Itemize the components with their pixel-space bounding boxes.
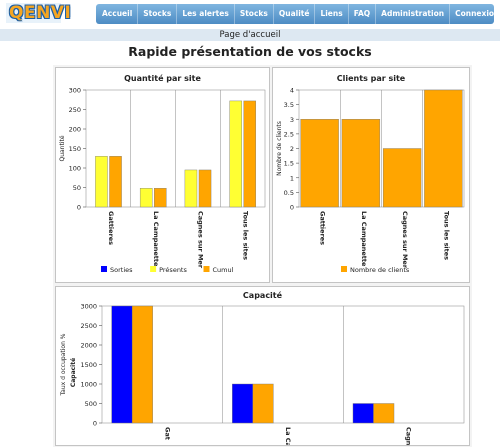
bar-pr-sents-1: [139, 188, 153, 208]
x-tick-label: Tous les sites: [442, 211, 450, 260]
bar-series-1-2: [373, 403, 395, 424]
chart-panel-capacite: Capacité 0 500 1000 1500 2000 2500 3000 Gat La Ca…: [55, 286, 470, 446]
chart-title: Clients par site: [337, 74, 406, 83]
chart-title: Quantité par site: [124, 73, 201, 83]
main-menu: Accueil Stocks Les alertes Stocks Qualit…: [96, 4, 499, 24]
y-tick-label: 3.5: [284, 101, 294, 109]
page-subtitle: Rapide présentation de vos stocks: [128, 44, 372, 59]
nav-qualite[interactable]: Qualité: [274, 4, 316, 24]
y-tick-label: 0: [77, 204, 81, 212]
y-tick-label: 1500: [80, 361, 97, 369]
y-tick-label: 100: [69, 165, 81, 173]
legend-label: Cumul: [213, 266, 234, 274]
bar-cumul-2: [198, 169, 212, 208]
bar-pr-sents-3: [229, 100, 242, 208]
bar-pr-sents-2: [184, 169, 198, 208]
chart-title: Capacité: [243, 290, 283, 300]
bar-cumul-1: [154, 188, 167, 208]
y-axis-label: Quantité: [59, 135, 66, 161]
y-tick-label: 50: [73, 184, 81, 192]
y-axis-label: Taux d occupation %: [60, 333, 67, 396]
bar-series-1-0: [131, 305, 153, 424]
y-tick-label: 150: [69, 145, 81, 153]
y-tick-label: 2500: [80, 322, 97, 330]
app-logo[interactable]: QENVI: [6, 3, 71, 23]
y-tick-label: 4: [290, 87, 294, 95]
y-tick-label: 1.5: [284, 160, 294, 168]
y-tick-label: 250: [69, 106, 81, 114]
bar-series-0-0: [111, 305, 133, 424]
y-tick-label: 2: [290, 145, 294, 153]
legend-swatch: [341, 266, 347, 272]
chart-svg-0: Quantité par site 0 50 100 150 200 250 300 Gatti…: [59, 73, 266, 274]
legend-swatch: [101, 266, 107, 272]
y-tick-label: 0: [290, 204, 294, 212]
chart-panel-clients: Clients par site 0 0.5 1 1.5 2 2.5 3 3.5 4 Gattier…: [272, 67, 470, 283]
x-tick-label: Gattieres: [107, 211, 115, 245]
x-tick-label: Tous les sites: [241, 211, 249, 260]
legend-label: Nombre de clients: [350, 266, 410, 274]
chart-svg-1: Clients par site 0 0.5 1 1.5 2 2.5 3 3.5 4 Gattier…: [276, 74, 465, 274]
bar-series-1-1: [252, 383, 274, 424]
y-tick-label: 1000: [80, 381, 97, 389]
y-tick-label: 1: [290, 174, 294, 182]
x-tick-label: La Campanette: [152, 211, 160, 267]
legend-label: Présents: [159, 266, 187, 274]
chart-svg-2: Capacité 0 500 1000 1500 2000 2500 3000 Gat La Ca…: [60, 290, 465, 445]
bar-series-0-1: [232, 383, 254, 424]
bar-nombre-de-clients-2: [382, 148, 422, 208]
plot-area: [101, 305, 465, 424]
nav-accueil[interactable]: Accueil: [96, 4, 139, 24]
nav-les-alertes[interactable]: Les alertes: [177, 4, 235, 24]
y-axis-label: Nombre de clients: [276, 121, 283, 176]
top-bar: QENVI Accueil Stocks Les alertes Stocks …: [0, 0, 500, 28]
page-label: Page d'accueil: [0, 29, 500, 41]
chart-panel-quantite: Quantité par site 0 50 100 150 200 250 300 Gatti…: [55, 67, 270, 283]
x-tick-label: Gattieres: [319, 211, 327, 245]
x-tick-label: La Car: [284, 427, 292, 445]
y-tick-label: 2000: [80, 342, 97, 350]
bar-cumul-0: [109, 156, 122, 208]
legend-label: Sorties: [110, 266, 133, 274]
legend-swatch: [150, 266, 157, 272]
x-tick-label: La Campanette: [360, 211, 368, 267]
y-tick-label: 3000: [80, 303, 97, 311]
x-tick-label: Cagnes sur Mer: [197, 211, 205, 269]
y-tick-label: 200: [69, 126, 81, 134]
nav-administration[interactable]: Administration: [376, 4, 451, 24]
bar-nombre-de-clients-3: [424, 89, 463, 208]
y-tick-label: 300: [69, 87, 81, 95]
legend-swatch: [203, 266, 210, 272]
y-tick-label: 0: [93, 420, 97, 428]
x-tick-label: Gat: [163, 427, 171, 440]
nav-stocks-2[interactable]: Stocks: [235, 4, 274, 24]
y-tick-label: 0.5: [284, 189, 294, 197]
y-tick-label: 500: [85, 400, 97, 408]
bar-nombre-de-clients-1: [341, 119, 381, 208]
nav-connexion[interactable]: Connexion: [455, 9, 500, 18]
bar-pr-sents-0: [95, 156, 108, 208]
bar-cumul-3: [243, 100, 257, 208]
nav-stocks[interactable]: Stocks: [138, 4, 178, 24]
y-tick-label: 3: [290, 116, 294, 124]
x-tick-label: Cagne: [405, 427, 413, 445]
bar-series-0-2: [352, 403, 374, 424]
y-axis-label-2: Capacité: [70, 358, 77, 387]
nav-liens[interactable]: Liens: [315, 4, 349, 24]
x-tick-label: Cagnes sur Mer: [401, 211, 409, 269]
y-tick-label: 2.5: [284, 130, 294, 138]
bar-nombre-de-clients-0: [300, 119, 339, 208]
nav-faq[interactable]: FAQ: [349, 4, 377, 24]
